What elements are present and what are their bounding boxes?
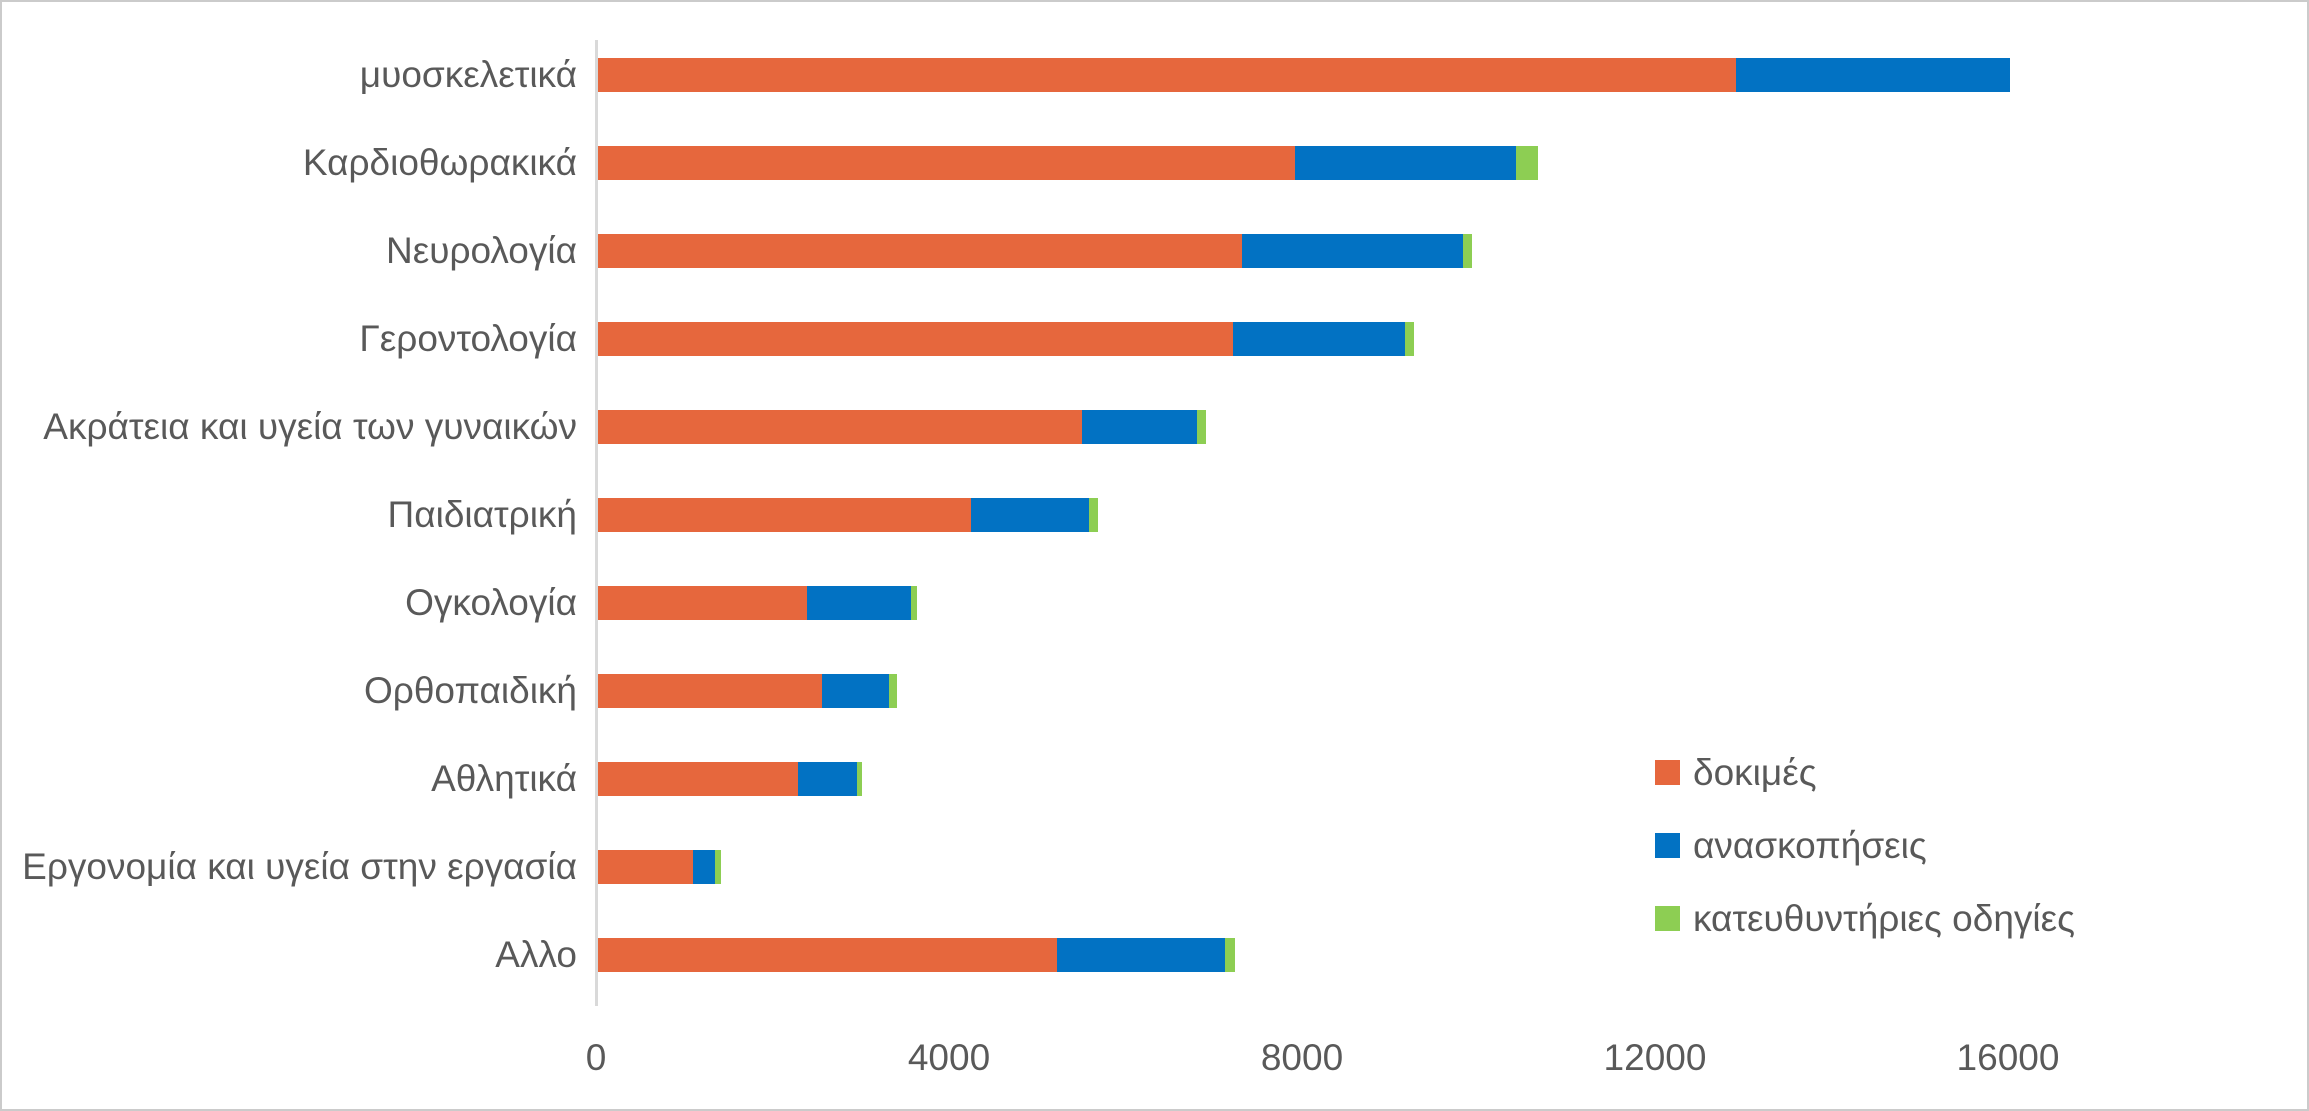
bar-segment-κατευθυντήριες οδηγίες: [1462, 234, 1472, 268]
bar-segment-δοκιμές: [598, 850, 694, 884]
bar-segment-κατευθυντήριες οδηγίες: [715, 850, 721, 884]
bar-segment-δοκιμές: [598, 674, 823, 708]
category-label: Νευρολογία: [386, 230, 577, 271]
bar-row: [598, 674, 898, 708]
category-label: μυοσκελετικά: [359, 54, 577, 95]
bar-segment-κατευθυντήριες οδηγίες: [1225, 938, 1236, 972]
bar-segment-ανασκοπήσεις: [693, 850, 716, 884]
bar-segment-κατευθυντήριες οδηγίες: [1197, 410, 1207, 444]
legend: δοκιμές ανασκοπήσεις κατευθυντήριες οδηγίε…: [1655, 736, 2075, 955]
category-label: Ακράτεια και υγεία των γυναικών: [43, 406, 577, 447]
category-label: Καρδιοθωρακικά: [302, 142, 577, 183]
bar-row: [598, 498, 1099, 532]
bar-segment-κατευθυντήριες οδηγίες: [1405, 322, 1415, 356]
legend-label: δοκιμές: [1693, 751, 1817, 793]
bar-row: [598, 938, 1236, 972]
bar-segment-ανασκοπήσεις: [798, 762, 857, 796]
bar-segment-ανασκοπήσεις: [971, 498, 1089, 532]
bar-segment-κατευθυντήριες οδηγίες: [856, 762, 862, 796]
legend-item: δοκιμές: [1655, 736, 2075, 809]
bar-row: [598, 410, 1207, 444]
legend-swatch-icon: [1655, 760, 1680, 785]
bar-segment-κατευθυντήριες οδηγίες: [911, 586, 918, 620]
x-axis-tick-label: 16000: [1956, 1037, 2060, 1078]
bar-row: [598, 322, 1415, 356]
legend-swatch-icon: [1655, 906, 1680, 931]
bar-segment-ανασκοπήσεις: [822, 674, 890, 708]
bar-segment-ανασκοπήσεις: [1295, 146, 1516, 180]
legend-swatch-icon: [1655, 833, 1680, 858]
bar-segment-δοκιμές: [598, 58, 1737, 92]
category-label: Εργονομία και υγεία στην εργασία: [22, 846, 577, 887]
category-label: Αθλητικά: [431, 758, 577, 799]
bar-segment-κατευθυντήριες οδηγίες: [1088, 498, 1099, 532]
bar-row: [598, 234, 1472, 268]
bar-row: [598, 762, 862, 796]
bar-segment-κατευθυντήριες οδηγίες: [1515, 146, 1538, 180]
bar-row: [598, 58, 2010, 92]
category-label: Γεροντολογία: [359, 318, 577, 359]
bar-segment-ανασκοπήσεις: [807, 586, 912, 620]
legend-item: κατευθυντήριες οδηγίες: [1655, 882, 2075, 955]
bar-segment-ανασκοπήσεις: [1081, 410, 1198, 444]
bar-row: [598, 146, 1538, 180]
category-label: Αλλο: [495, 934, 577, 975]
bar-segment-ανασκοπήσεις: [1056, 938, 1226, 972]
x-axis-tick-label: 12000: [1603, 1037, 1707, 1078]
bar-segment-δοκιμές: [598, 146, 1296, 180]
legend-label: κατευθυντήριες οδηγίες: [1693, 897, 2075, 939]
legend-label: ανασκοπήσεις: [1693, 824, 1927, 866]
bar-segment-κατευθυντήριες οδηγίες: [889, 674, 898, 708]
y-axis-line: [595, 40, 598, 1006]
bar-segment-δοκιμές: [598, 410, 1082, 444]
bar-segment-δοκιμές: [598, 586, 808, 620]
category-label: Ορθοπαιδική: [364, 670, 577, 711]
bar-segment-ανασκοπήσεις: [1242, 234, 1463, 268]
bar-segment-δοκιμές: [598, 498, 972, 532]
bar-segment-ανασκοπήσεις: [1736, 58, 2010, 92]
bar-segment-ανασκοπήσεις: [1233, 322, 1406, 356]
bar-row: [598, 850, 721, 884]
bar-row: [598, 586, 918, 620]
x-axis-tick-label: 4000: [907, 1037, 991, 1078]
bar-segment-δοκιμές: [598, 234, 1243, 268]
category-label: Ογκολογία: [405, 582, 577, 623]
bar-segment-δοκιμές: [598, 762, 799, 796]
x-axis-tick-label: 0: [585, 1037, 607, 1078]
bar-segment-δοκιμές: [598, 938, 1057, 972]
legend-item: ανασκοπήσεις: [1655, 809, 2075, 882]
bar-segment-δοκιμές: [598, 322, 1234, 356]
category-label: Παιδιατρική: [387, 494, 578, 535]
x-axis-tick-label: 8000: [1260, 1037, 1344, 1078]
